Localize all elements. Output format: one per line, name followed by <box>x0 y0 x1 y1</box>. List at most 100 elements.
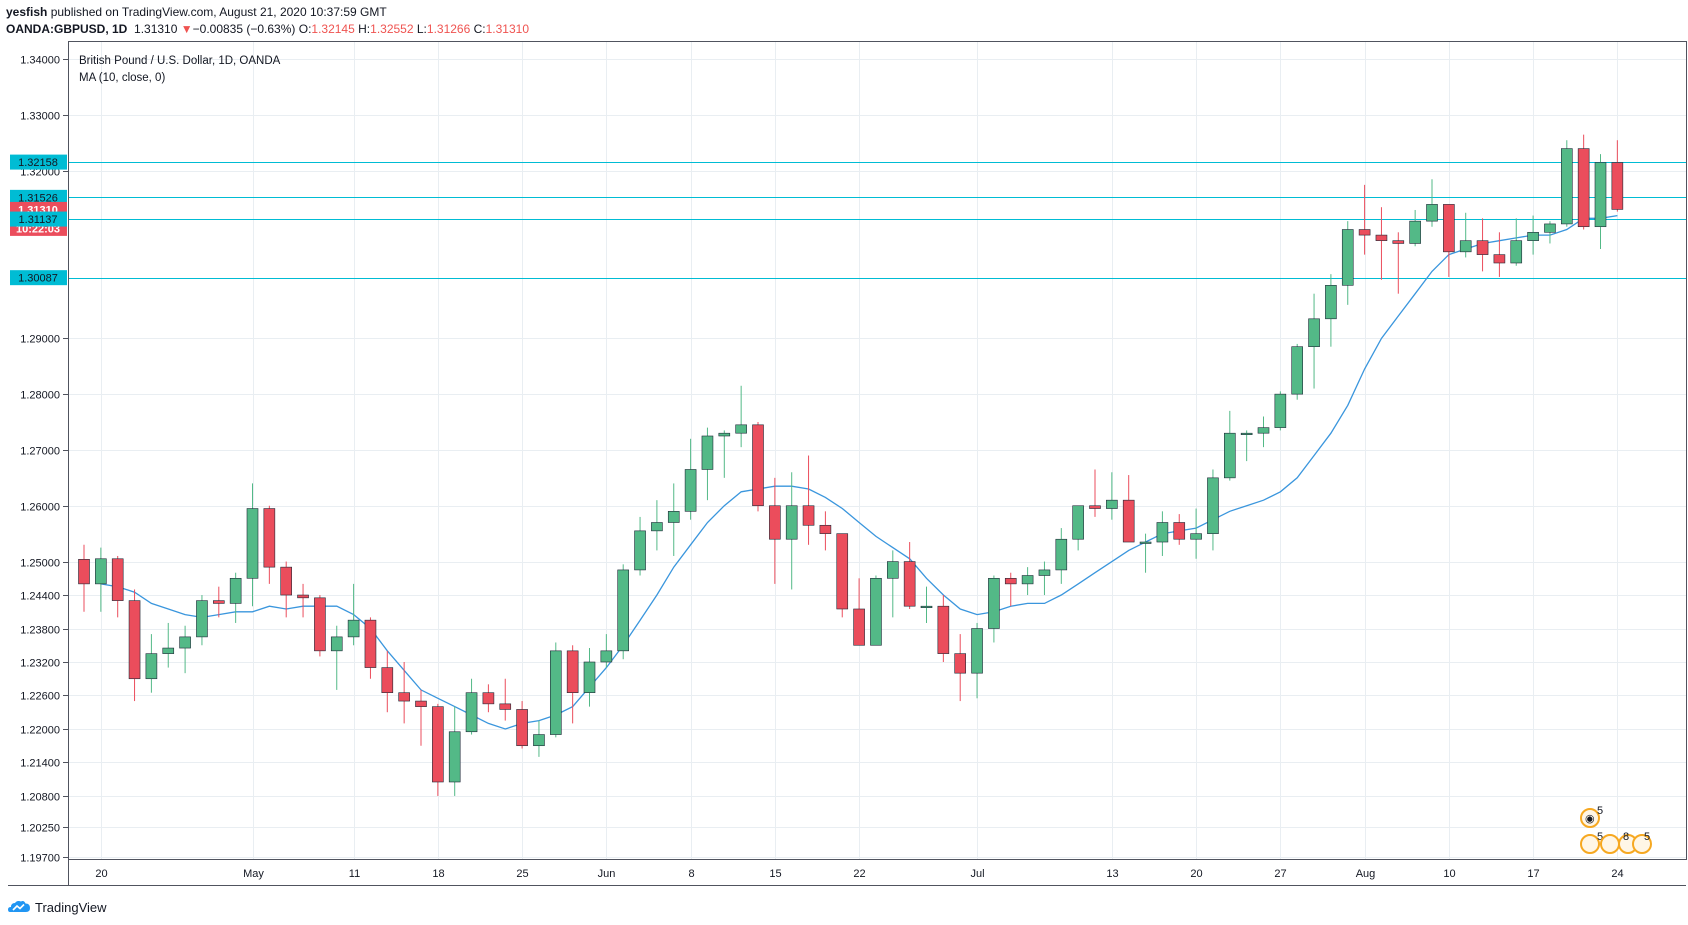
price-tag-label: 1.31137 <box>19 214 58 226</box>
time-axis[interactable]: 20 May 11 18 25 Jun 8 15 22 Jul 13 20 27 Aug 10 17 24 <box>95 868 1623 880</box>
candle-body <box>886 561 899 579</box>
candle-down <box>314 595 326 657</box>
legend-title: British Pound / U.S. Dollar, 1D, OANDA <box>79 55 281 67</box>
candle-up <box>1240 430 1253 462</box>
last-price: 1.31310 <box>134 22 178 36</box>
brand-name: TradingView <box>35 899 107 915</box>
price-tag-hline: 1.30087 <box>10 270 67 286</box>
candle-up <box>1291 343 1303 400</box>
candle-down <box>836 533 849 618</box>
symbol-name[interactable]: OANDA:GBPUSD, 1D <box>6 22 128 36</box>
candle-up <box>1308 293 1320 389</box>
price-tags: 1.321581.315261.3131010:22:031.311371.30… <box>10 154 67 286</box>
candle-up <box>347 583 360 646</box>
candle-body <box>1426 204 1438 222</box>
candle-body <box>196 600 208 638</box>
x-tick-label: 25 <box>516 868 528 880</box>
candle-up <box>179 625 191 674</box>
candle-up <box>1106 472 1118 520</box>
y-tick-label: 1.27000 <box>20 446 60 458</box>
x-tick-label: 20 <box>95 868 107 880</box>
candle-body <box>347 619 360 638</box>
candle-up <box>95 547 107 612</box>
candle-body <box>701 435 714 470</box>
candle-down <box>1493 232 1506 277</box>
candle-body <box>111 558 124 601</box>
candle-up <box>330 625 343 690</box>
y-tick-label: 1.24400 <box>20 591 60 603</box>
candle-up <box>735 385 747 448</box>
event-count: 5 <box>1597 805 1603 817</box>
candle-body <box>1510 240 1523 264</box>
candle-body <box>145 653 158 680</box>
candle-up <box>1274 391 1287 431</box>
y-tick-label: 1.20800 <box>20 792 60 804</box>
x-tick-label: 24 <box>1611 868 1623 880</box>
candle-down <box>954 634 967 702</box>
candle-body <box>1308 318 1320 348</box>
candle-up <box>886 550 899 618</box>
candle-down <box>853 578 865 646</box>
candle-up <box>1426 179 1438 227</box>
close-value: 1.31310 <box>485 22 530 36</box>
candle-down <box>1611 140 1624 212</box>
candle-body <box>1257 427 1270 434</box>
x-tick-label: Aug <box>1356 868 1376 880</box>
event-flag-icon[interactable]: 5 <box>1632 831 1652 854</box>
candle-body <box>634 530 646 571</box>
price-tag-bg <box>10 154 67 170</box>
publish-line: yesfish published on TradingView.com, Au… <box>6 5 387 19</box>
candle-body <box>836 533 849 610</box>
candle-down <box>802 455 815 545</box>
candle-body <box>1224 432 1236 479</box>
event-count: 8 <box>1623 831 1629 843</box>
candle-body <box>1274 393 1287 428</box>
price-tag-bg <box>10 211 67 227</box>
candle-up <box>988 575 1000 643</box>
candle-down <box>516 701 528 749</box>
candle-up <box>651 500 663 551</box>
candle-up <box>617 564 630 660</box>
y-tick-label: 1.22600 <box>20 691 60 703</box>
candle-body <box>128 600 141 680</box>
event-count: 5 <box>1597 831 1603 843</box>
candle-up <box>448 706 461 796</box>
y-tick-label: 1.22000 <box>20 725 60 737</box>
tradingview-logo[interactable]: TradingView <box>8 897 107 917</box>
candle-down <box>213 586 225 618</box>
candle-body <box>78 559 90 585</box>
candle-body <box>263 508 276 568</box>
event-flag-icon[interactable] <box>1600 834 1620 854</box>
candle-body <box>971 628 983 674</box>
x-tick-label: 22 <box>853 868 865 880</box>
candle-down <box>1358 184 1371 255</box>
candle-up <box>1156 511 1169 556</box>
price-axis[interactable]: 1.340001.330001.320001.290001.280001.270… <box>20 55 68 865</box>
candle-up <box>229 572 242 623</box>
event-flag-icon[interactable]: 5 <box>1580 831 1603 854</box>
candle-up <box>145 634 158 693</box>
candle-body <box>1207 477 1219 534</box>
candle-down <box>1173 514 1186 545</box>
economic-events[interactable]: ◉ 5 5 8 5 <box>1580 805 1652 854</box>
event-flag-icon[interactable]: ◉ 5 <box>1580 805 1603 828</box>
candle-down <box>1577 134 1590 230</box>
candle-body <box>213 600 225 604</box>
y-tick-label: 1.28000 <box>20 390 60 402</box>
publisher-name[interactable]: yesfish <box>6 5 48 19</box>
candle-up <box>667 483 680 556</box>
candle-body <box>1004 577 1017 585</box>
y-tick-label: 1.25000 <box>20 558 60 570</box>
candle-down <box>297 583 309 618</box>
x-tick-label: 11 <box>349 868 360 880</box>
price-tag-label: 1.31526 <box>18 192 58 204</box>
candle-body <box>1240 432 1253 436</box>
candle-body <box>667 511 680 523</box>
candle-body <box>330 636 343 652</box>
candle-body <box>566 650 579 693</box>
candle-up <box>1072 505 1084 551</box>
x-tick-label: May <box>243 868 264 880</box>
candle-body <box>314 597 326 652</box>
chart-legend: British Pound / U.S. Dollar, 1D, OANDA M… <box>79 55 281 84</box>
